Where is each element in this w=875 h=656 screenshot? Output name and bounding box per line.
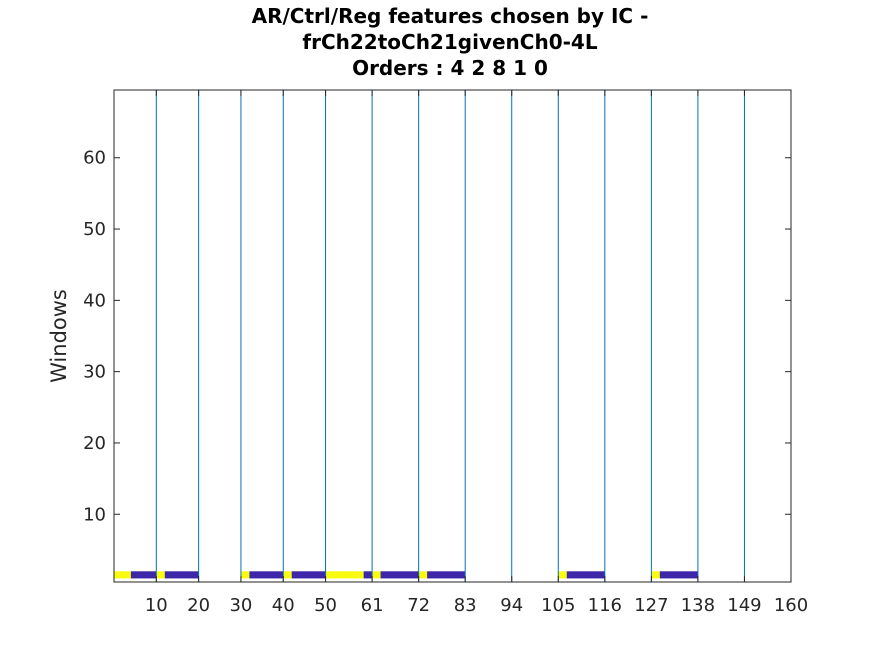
- x-tick-label-72: 72: [407, 595, 430, 616]
- cell-high-0: [114, 571, 131, 579]
- cell-low-7: [291, 571, 326, 579]
- y-tick-label-30: 30: [83, 362, 106, 383]
- chart-title: AR/Ctrl/Reg features chosen by IC -frCh2…: [252, 4, 649, 80]
- x-tick-label-83: 83: [454, 595, 477, 616]
- y-tick-label-20: 20: [83, 433, 106, 454]
- x-tick-label-61: 61: [361, 595, 384, 616]
- cell-high-14: [558, 571, 567, 579]
- x-tick-label-10: 10: [145, 595, 168, 616]
- cell-low-11: [380, 571, 419, 579]
- cell-high-8: [325, 571, 364, 579]
- x-tick-label-116: 116: [588, 595, 622, 616]
- title-line-2: frCh22toCh21givenCh0-4L: [302, 30, 597, 54]
- cell-low-15: [566, 571, 605, 579]
- cell-low-1: [130, 571, 157, 579]
- plot-background: [114, 90, 791, 582]
- x-tick-label-105: 105: [541, 595, 575, 616]
- cell-low-9: [363, 571, 373, 579]
- y-axis-label: Windows: [47, 289, 71, 383]
- axes-box: [113, 89, 792, 583]
- cell-high-10: [372, 571, 381, 579]
- plot-area: [113, 89, 792, 583]
- x-tick-label-149: 149: [727, 595, 761, 616]
- cell-high-4: [240, 571, 250, 579]
- y-tick-label-60: 60: [83, 148, 106, 169]
- x-tick-label-138: 138: [681, 595, 715, 616]
- x-axis-ticks: 10 20 30 40 50 61 72 83 94 105 116 127 138 149 160: [145, 90, 808, 616]
- cell-high-16: [651, 571, 660, 579]
- cell-high-12: [418, 571, 428, 579]
- title-line-1: AR/Ctrl/Reg features chosen by IC -: [252, 4, 649, 28]
- y-axis-ticks: 10 20 30 40 50 60: [83, 148, 791, 525]
- cell-high-2: [156, 571, 165, 579]
- cell-high-6: [283, 571, 292, 579]
- y-tick-label-40: 40: [83, 290, 106, 311]
- y-tick-label-10: 10: [83, 504, 106, 525]
- x-tick-label-40: 40: [272, 595, 295, 616]
- x-tick-label-160: 160: [774, 595, 808, 616]
- axes-frame: [113, 89, 792, 583]
- cell-low-5: [249, 571, 284, 579]
- x-tick-label-127: 127: [634, 595, 668, 616]
- x-tick-label-30: 30: [229, 595, 252, 616]
- cell-low-17: [659, 571, 698, 579]
- y-tick-label-50: 50: [83, 219, 106, 240]
- separator-lines: [155, 90, 792, 582]
- x-tick-label-50: 50: [314, 595, 337, 616]
- cell-low-13: [427, 571, 466, 579]
- cells-group: [114, 571, 698, 579]
- title-line-3: Orders : 4 2 8 1 0: [352, 56, 548, 80]
- x-tick-label-94: 94: [500, 595, 523, 616]
- cell-low-3: [164, 571, 199, 579]
- x-tick-label-20: 20: [187, 595, 210, 616]
